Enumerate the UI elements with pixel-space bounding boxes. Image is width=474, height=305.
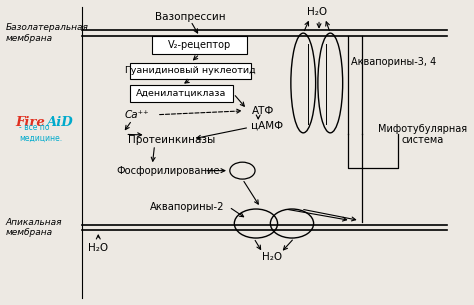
Text: Аквапорины-2: Аквапорины-2	[150, 202, 225, 212]
Text: Базолатеральная
мембрана: Базолатеральная мембрана	[6, 23, 89, 43]
Text: Фосфорилирование: Фосфорилирование	[116, 166, 220, 176]
Text: Вазопрессин: Вазопрессин	[155, 12, 226, 21]
Text: цАМФ: цАМФ	[251, 121, 283, 131]
Text: Ca⁺⁺: Ca⁺⁺	[124, 110, 149, 120]
Text: AiD: AiD	[46, 116, 73, 129]
Text: Аквапорины-3, 4: Аквапорины-3, 4	[351, 57, 436, 67]
Text: Fire: Fire	[15, 116, 45, 129]
Text: H₂O: H₂O	[262, 252, 282, 262]
Text: H₂O: H₂O	[307, 7, 327, 17]
Text: - все по
медицине.: - все по медицине.	[19, 123, 63, 142]
Text: Мифотубулярная
система: Мифотубулярная система	[378, 124, 467, 145]
Text: Протеинкиназы: Протеинкиназы	[128, 135, 215, 145]
Text: V₂-рецептор: V₂-рецептор	[168, 40, 231, 50]
Text: Апикальная
мембрана: Апикальная мембрана	[6, 218, 63, 237]
Text: Аденилатциклаза: Аденилатциклаза	[137, 89, 227, 98]
Text: Гуанидиновый нуклеотид: Гуанидиновый нуклеотид	[125, 66, 256, 75]
FancyBboxPatch shape	[130, 85, 233, 102]
Text: H₂O: H₂O	[88, 243, 109, 253]
FancyBboxPatch shape	[152, 36, 247, 54]
FancyBboxPatch shape	[130, 63, 251, 79]
Text: АТФ: АТФ	[251, 106, 274, 116]
